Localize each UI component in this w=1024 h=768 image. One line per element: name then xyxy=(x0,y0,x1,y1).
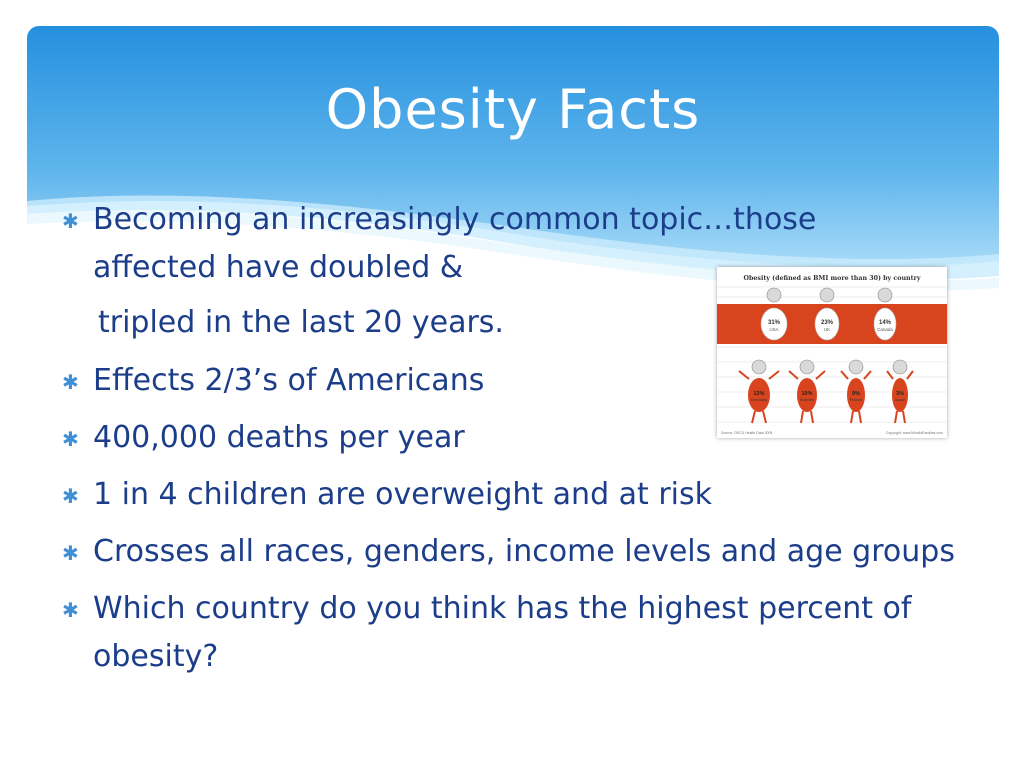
infographic-svg: Obesity (defined as BMI more than 30) by… xyxy=(717,267,947,438)
top-percent: 23% xyxy=(821,320,834,326)
top-percent: 31% xyxy=(768,320,781,326)
bullet-text: Crosses all races, genders, income level… xyxy=(93,534,955,569)
bullet-item: ✱ Which country do you think has the hig… xyxy=(62,585,982,681)
bullet-text: Becoming an increasingly common topic…th… xyxy=(93,202,817,285)
slide-title: Obesity Facts xyxy=(325,78,701,141)
bullet-list: ✱ Becoming an increasingly common topic…… xyxy=(62,196,982,690)
bottom-percent: 13% xyxy=(753,391,764,397)
asterisk-bullet-icon: ✱ xyxy=(62,370,79,394)
asterisk-bullet-icon: ✱ xyxy=(62,598,79,622)
obesity-infographic: Obesity (defined as BMI more than 30) by… xyxy=(717,267,947,438)
bottom-figure-france: 9% France xyxy=(840,359,872,424)
asterisk-bullet-icon: ✱ xyxy=(62,541,79,565)
top-percent: 14% xyxy=(879,320,892,326)
bottom-percent: 3% xyxy=(896,391,904,397)
bottom-figure-sweden: 10% Sweden xyxy=(788,359,826,424)
top-country: UK xyxy=(824,327,830,332)
bottom-country: Sweden xyxy=(800,397,814,402)
top-figure-uk: 23% UK xyxy=(814,287,840,341)
header-background xyxy=(27,26,999,291)
bullet-text: 1 in 4 children are overweight and at ri… xyxy=(93,477,712,512)
bullet-continuation: tripled in the last 20 years. xyxy=(62,299,982,347)
asterisk-bullet-icon: ✱ xyxy=(62,209,79,233)
bottom-figure-germany: 13% Germany xyxy=(738,359,780,424)
infographic-heading: Obesity (defined as BMI more than 30) by… xyxy=(744,275,921,282)
bullet-text: Effects 2/3’s of Americans xyxy=(93,363,485,398)
bottom-percent: 9% xyxy=(852,391,860,397)
asterisk-bullet-icon: ✱ xyxy=(62,427,79,451)
bottom-percent: 10% xyxy=(801,391,812,397)
bottom-figure-japan: 3% Japan xyxy=(886,359,914,424)
bullet-item: ✱ Effects 2/3’s of Americans xyxy=(62,357,982,405)
infographic-copyright: Copyright: www.MindfulFamilies.com xyxy=(886,431,943,435)
slide: Obesity Facts ✱ Becoming an increasingly… xyxy=(27,26,999,768)
bullet-text: 400,000 deaths per year xyxy=(93,420,465,455)
bullet-item: ✱ Crosses all races, genders, income lev… xyxy=(62,528,982,576)
top-figure-canada: 14% Canada xyxy=(873,287,897,341)
bottom-country: Germany xyxy=(751,397,767,402)
bullet-text: Which country do you think has the highe… xyxy=(93,591,912,674)
top-country: Canada xyxy=(877,327,893,332)
top-country: USA xyxy=(769,327,778,332)
bullet-item: ✱ Becoming an increasingly common topic…… xyxy=(62,196,913,292)
bullet-text: tripled in the last 20 years. xyxy=(98,305,504,340)
bullet-item: ✱ 400,000 deaths per year xyxy=(62,414,982,462)
asterisk-bullet-icon: ✱ xyxy=(62,484,79,508)
bullet-item: ✱ 1 in 4 children are overweight and at … xyxy=(62,471,982,519)
infographic-source: Source: OECD Health Data 2005 xyxy=(721,431,772,435)
bottom-country: Japan xyxy=(895,397,906,402)
top-figure-usa: 31% USA xyxy=(760,287,788,341)
bottom-country: France xyxy=(850,397,863,402)
